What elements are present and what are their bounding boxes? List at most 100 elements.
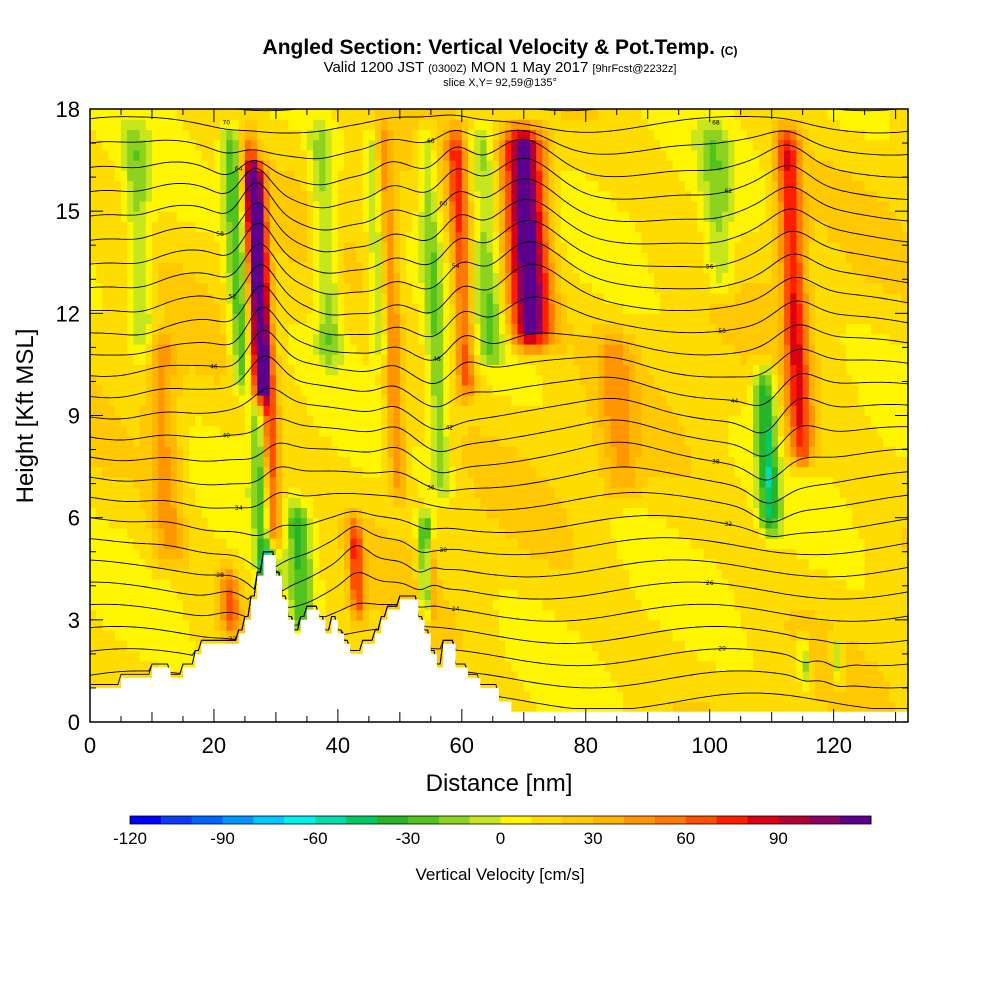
velocity-cell (114, 476, 122, 488)
velocity-cell (598, 211, 605, 222)
velocity-cell (120, 180, 128, 192)
velocity-cell (560, 252, 568, 263)
velocity-cell (151, 364, 159, 376)
velocity-cell (257, 558, 265, 570)
velocity-cell (139, 589, 147, 600)
velocity-cell (443, 303, 451, 314)
velocity-cell (511, 211, 519, 222)
velocity-cell (412, 272, 420, 284)
velocity-cell (480, 538, 488, 549)
velocity-cell (337, 109, 345, 120)
velocity-cell (257, 343, 265, 355)
velocity-cell (585, 446, 593, 457)
velocity-cell (90, 139, 97, 151)
velocity-cell (437, 456, 444, 468)
velocity-cell (176, 435, 184, 447)
velocity-cell (325, 354, 333, 366)
velocity-cell (108, 211, 116, 222)
velocity-cell (263, 129, 271, 141)
velocity-cell (120, 640, 128, 652)
velocity-cell (207, 333, 215, 345)
velocity-cell (362, 180, 370, 192)
velocity-cell (492, 640, 500, 652)
velocity-cell (567, 435, 574, 447)
velocity-cell (542, 303, 550, 314)
velocity-cell (381, 139, 389, 151)
velocity-cell (486, 466, 494, 478)
velocity-cell (474, 425, 482, 437)
velocity-cell (536, 466, 543, 478)
velocity-cell (182, 262, 190, 274)
velocity-cell (337, 384, 345, 396)
velocity-cell (375, 364, 382, 376)
velocity-cell (430, 405, 438, 417)
velocity-cell (90, 149, 97, 161)
velocity-cell (529, 364, 537, 376)
velocity-cell (102, 221, 110, 233)
velocity-cell (375, 466, 382, 478)
velocity-cell (176, 272, 184, 284)
velocity-cell (406, 170, 413, 182)
velocity-cell (362, 395, 370, 406)
velocity-cell (127, 252, 134, 263)
velocity-cell (325, 446, 333, 457)
velocity-cell (517, 374, 525, 386)
velocity-cell (548, 517, 556, 529)
velocity-cell (282, 221, 289, 233)
velocity-cell (189, 323, 196, 335)
velocity-cell (151, 415, 159, 427)
velocity-cell (486, 640, 494, 652)
velocity-cell (213, 231, 221, 243)
velocity-cell (114, 211, 122, 222)
velocity-cell (139, 578, 147, 590)
velocity-cell (294, 149, 302, 161)
velocity-cell (344, 578, 351, 590)
velocity-cell (362, 405, 370, 417)
velocity-cell (585, 343, 593, 355)
velocity-cell (238, 619, 246, 631)
velocity-cell (300, 139, 308, 151)
velocity-cell (201, 374, 209, 386)
velocity-cell (492, 517, 500, 529)
velocity-cell (170, 109, 178, 120)
velocity-cell (189, 405, 196, 417)
velocity-cell (375, 527, 382, 539)
velocity-cell (418, 507, 426, 519)
velocity-cell (573, 435, 581, 447)
velocity-cell (511, 262, 519, 274)
velocity-cell (529, 149, 537, 161)
velocity-cell (96, 415, 103, 427)
velocity-cell (591, 272, 599, 284)
velocity-cell (567, 129, 574, 141)
velocity-cell (412, 343, 420, 355)
velocity-cell (585, 129, 593, 141)
velocity-cell (151, 487, 159, 498)
velocity-cell (523, 507, 531, 519)
velocity-cell (560, 231, 568, 243)
velocity-cell (145, 384, 153, 396)
velocity-cell (275, 538, 283, 549)
velocity-cell (560, 691, 568, 703)
velocity-cell (542, 660, 550, 672)
velocity-cell (133, 292, 141, 304)
velocity-cell (232, 333, 240, 345)
velocity-cell (517, 527, 525, 539)
velocity-cell (226, 538, 234, 549)
velocity-cell (238, 487, 246, 498)
velocity-cell (195, 578, 203, 590)
velocity-cell (300, 343, 308, 355)
velocity-cell (529, 691, 537, 703)
velocity-cell (313, 354, 320, 366)
velocity-cell (393, 456, 401, 468)
velocity-cell (381, 497, 389, 509)
velocity-cell (455, 487, 463, 498)
velocity-cell (226, 456, 234, 468)
velocity-cell (263, 487, 271, 498)
velocity-cell (430, 446, 438, 457)
velocity-cell (604, 701, 612, 713)
velocity-cell (437, 650, 444, 662)
velocity-cell (375, 609, 382, 621)
velocity-cell (455, 558, 463, 570)
velocity-cell (344, 231, 351, 243)
velocity-cell (201, 180, 209, 192)
